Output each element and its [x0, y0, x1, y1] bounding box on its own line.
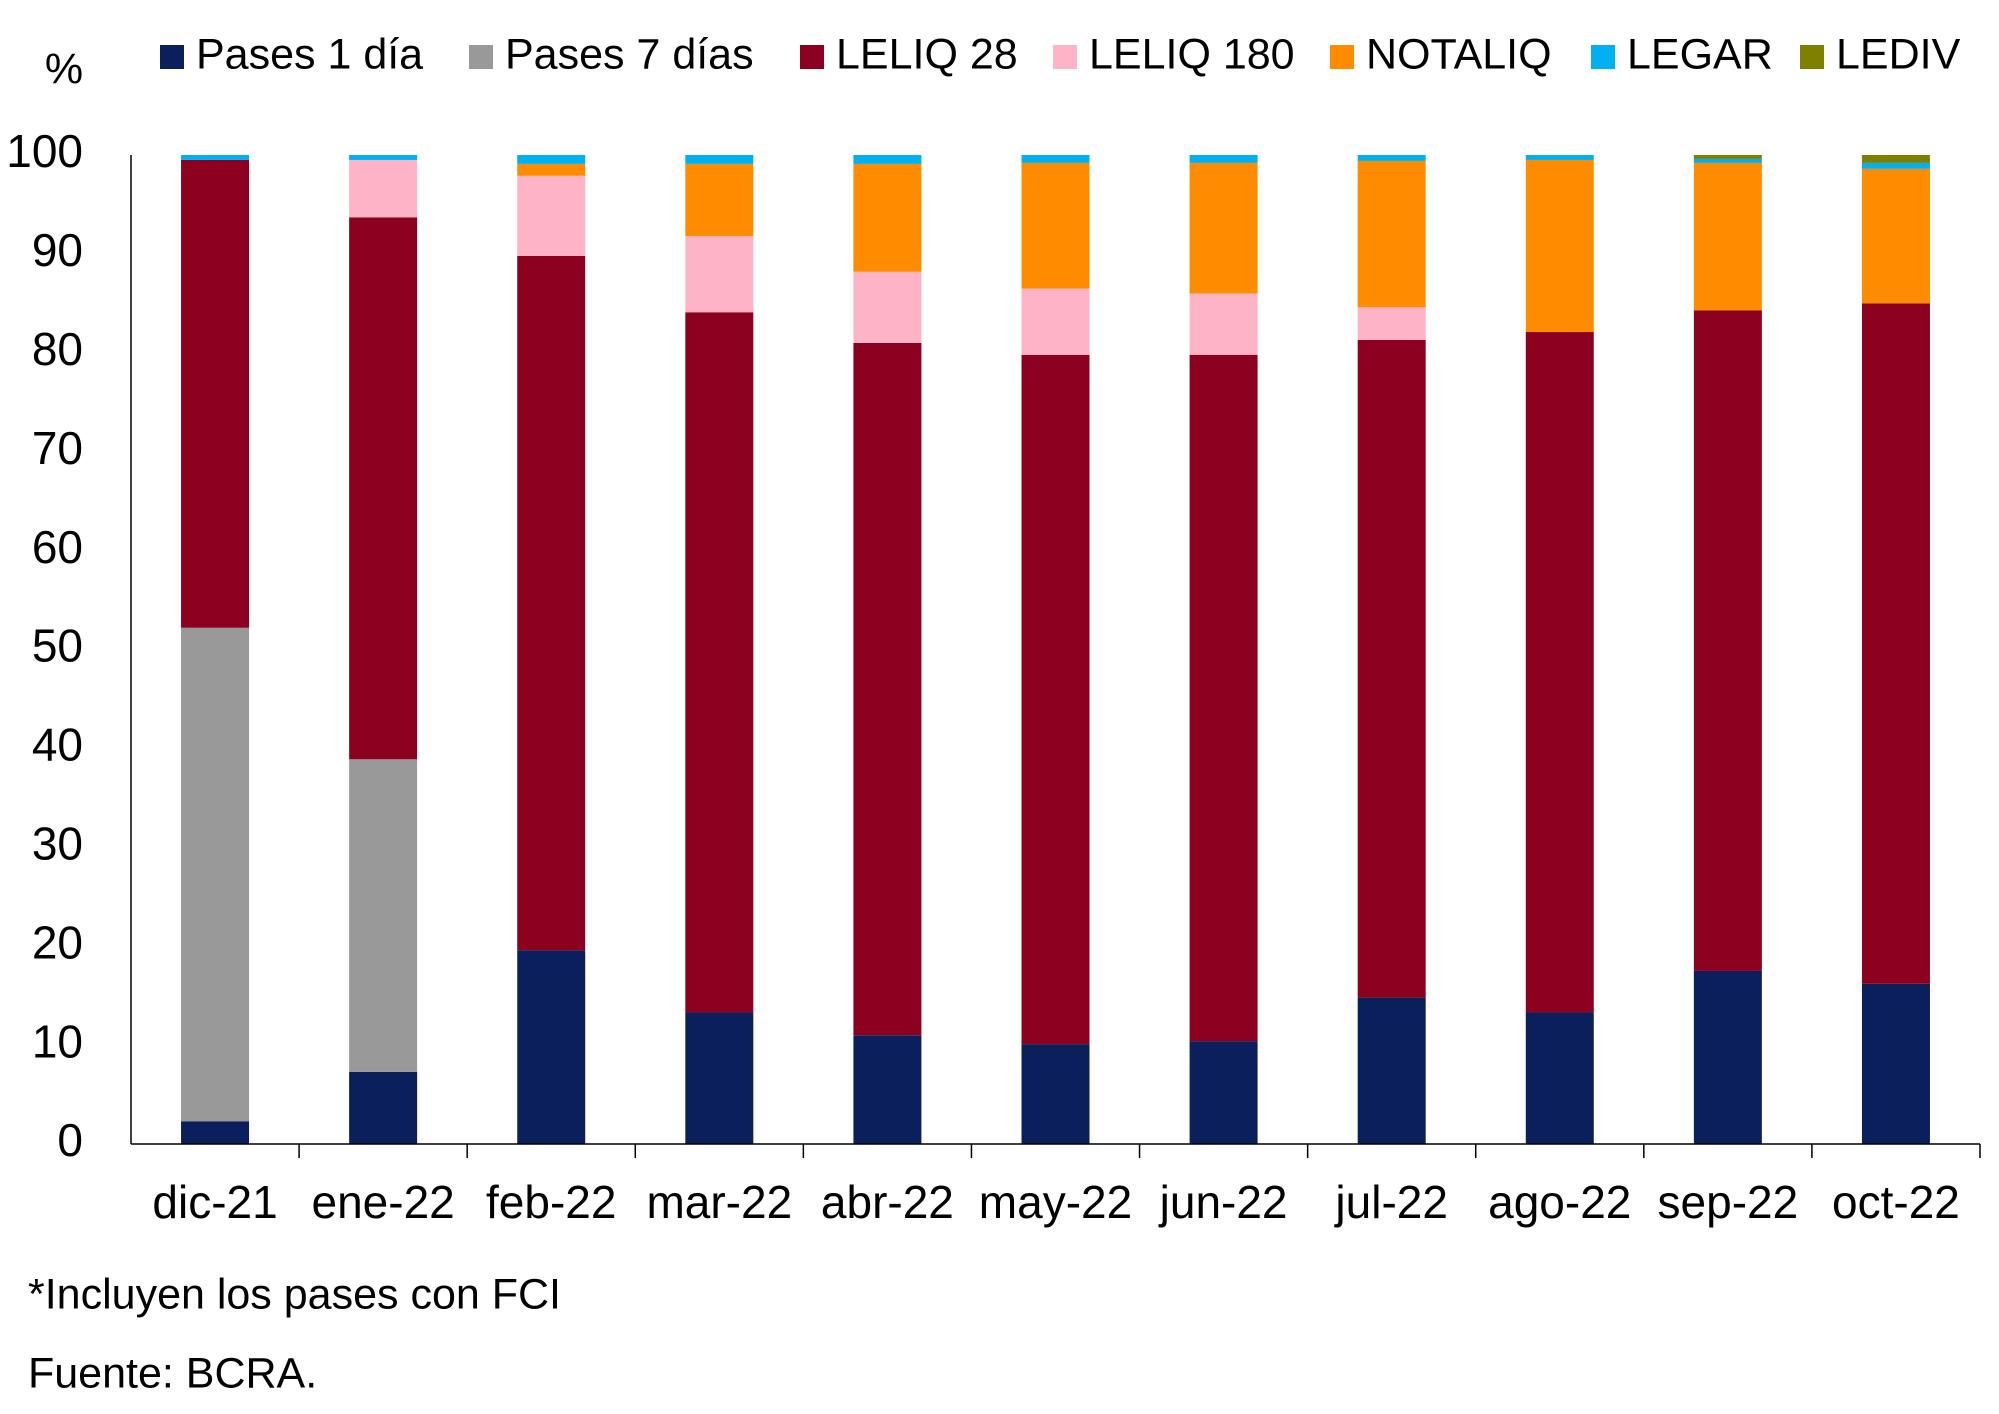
bar-segment — [685, 163, 754, 237]
bar-segment — [1861, 155, 1930, 163]
bar-segment — [1861, 303, 1930, 984]
bar-segment — [1525, 1012, 1594, 1144]
y-tick-label: 20 — [32, 916, 83, 968]
bar-segment — [349, 217, 418, 760]
bar-segment — [1357, 307, 1426, 340]
legend-label: LEGAR — [1627, 30, 1773, 78]
bar-segment — [1021, 155, 1090, 163]
x-tick-label: ene-22 — [312, 1176, 455, 1228]
bar-segment — [1189, 162, 1258, 294]
x-tick-label: dic-21 — [152, 1176, 277, 1228]
bar-segment — [1693, 158, 1762, 163]
bar-segment — [181, 159, 250, 628]
x-tick-label: oct-22 — [1832, 1176, 1960, 1228]
bar-segment — [349, 759, 418, 1072]
bar-segment — [349, 155, 418, 160]
bar-segment — [349, 1071, 418, 1144]
bar-segment — [1357, 997, 1426, 1144]
x-tick-label: sep-22 — [1658, 1176, 1799, 1228]
bar-segment — [853, 1035, 922, 1144]
legend-label: LELIQ 28 — [836, 30, 1018, 78]
bar-segment — [853, 163, 922, 272]
bar-segment — [1357, 339, 1426, 998]
bar-segment — [1021, 288, 1090, 355]
x-tick-label: jun-22 — [1158, 1176, 1288, 1228]
y-axis-label: % — [45, 45, 83, 93]
y-tick-label: 100 — [6, 125, 83, 177]
y-tick-label: 90 — [32, 224, 83, 276]
legend-label: Pases 1 día — [196, 30, 423, 78]
bar-segment — [517, 255, 586, 951]
bar-segment — [1693, 155, 1762, 159]
bar-segment — [517, 175, 586, 256]
legend-swatch — [800, 45, 824, 69]
bar-segment — [685, 155, 754, 164]
bar-segment — [685, 236, 754, 313]
bar-segment — [685, 1012, 754, 1144]
x-tick-label: ago-22 — [1488, 1176, 1631, 1228]
bar-segment — [1693, 970, 1762, 1144]
source-note: Fuente: BCRA. — [28, 1349, 317, 1397]
bar-segment — [1189, 155, 1258, 163]
bar-segment — [1861, 162, 1930, 169]
x-tick-label: may-22 — [979, 1176, 1132, 1228]
bar-segment — [853, 271, 922, 343]
legend-swatch — [160, 45, 184, 69]
bar-segment — [1021, 354, 1090, 1045]
bar-segment — [853, 155, 922, 164]
legend-label: LELIQ 180 — [1089, 30, 1295, 78]
y-tick-label: 80 — [32, 323, 83, 375]
bar-segment — [1021, 1044, 1090, 1144]
bar-segment — [1525, 159, 1594, 333]
bar-segment — [181, 1121, 250, 1144]
bar-segment — [517, 163, 586, 176]
legend-swatch — [1800, 45, 1824, 69]
y-tick-label: 60 — [32, 521, 83, 573]
bar-segment — [349, 159, 418, 218]
bar-segment — [1861, 983, 1930, 1144]
legend-label: NOTALIQ — [1366, 30, 1552, 78]
y-tick-label: 40 — [32, 719, 83, 771]
bar-segment — [1189, 1041, 1258, 1144]
bar-segment — [1861, 168, 1930, 304]
x-tick-label: jul-22 — [1333, 1176, 1448, 1228]
legend-swatch — [1591, 45, 1615, 69]
bar-segment — [517, 950, 586, 1144]
legend-label: Pases 7 días — [505, 30, 754, 78]
bar-segment — [685, 312, 754, 1013]
legend-swatch — [1053, 45, 1077, 69]
bar-segment — [1189, 354, 1258, 1042]
y-tick-label: 30 — [32, 817, 83, 869]
bar-segment — [1357, 160, 1426, 308]
y-tick-label: 0 — [57, 1114, 83, 1166]
x-tick-label: mar-22 — [646, 1176, 792, 1228]
y-tick-label: 50 — [32, 620, 83, 672]
bar-segment — [1693, 162, 1762, 311]
x-tick-label: feb-22 — [486, 1176, 616, 1228]
x-tick-label: abr-22 — [821, 1176, 954, 1228]
bar-segment — [181, 155, 250, 160]
footnote: *Incluyen los pases con FCI — [28, 1270, 561, 1318]
legend-label: LEDIV — [1836, 30, 1961, 78]
bar-segment — [1693, 310, 1762, 971]
bar-segment — [1189, 293, 1258, 355]
y-tick-label: 70 — [32, 422, 83, 474]
bar-segment — [853, 342, 922, 1036]
bar-segment — [1525, 332, 1594, 1013]
bar-segment — [1021, 162, 1090, 289]
bar-segment — [1357, 155, 1426, 161]
legend-swatch — [1330, 45, 1354, 69]
y-tick-label: 10 — [32, 1015, 83, 1067]
bar-segment — [517, 155, 586, 164]
bar-segment — [1525, 155, 1594, 160]
bar-segment — [181, 627, 250, 1122]
legend-swatch — [469, 45, 493, 69]
